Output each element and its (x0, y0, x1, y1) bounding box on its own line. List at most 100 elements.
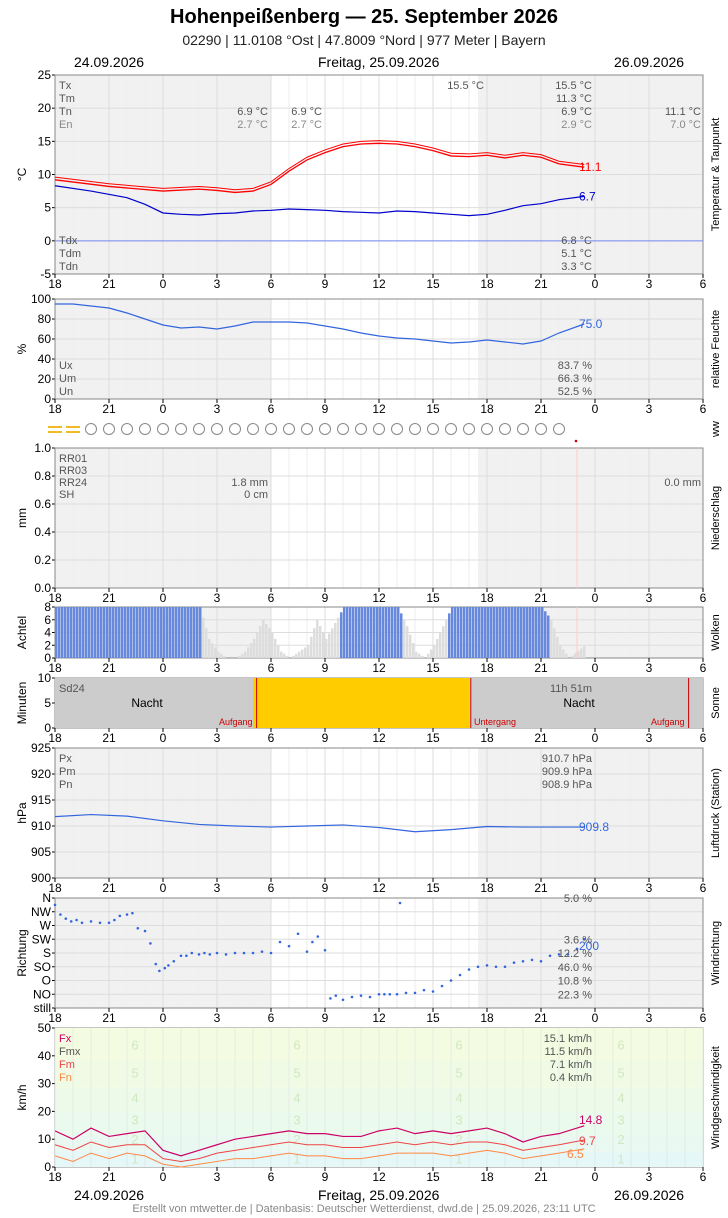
beaufort-number: 4 (617, 1091, 624, 1106)
weather-symbol-clear (121, 423, 133, 435)
cloud-bar (220, 653, 223, 658)
weather-symbol-clear (409, 423, 421, 435)
cloud-bar (118, 607, 121, 658)
panel-winddir-xtick: 3 (646, 1011, 653, 1025)
precip-stat-label: RR03 (59, 465, 87, 477)
panel-windspeed-ytick: 30 (38, 1077, 52, 1091)
wind-dir-point (334, 994, 338, 997)
wind-dir-point (530, 958, 534, 962)
wind-dir-point (323, 948, 327, 952)
panel-clouds-xtick: 6 (268, 661, 275, 675)
cloud-bar (163, 607, 166, 658)
wind-dir-point (136, 926, 140, 930)
panel-windspeed-xtick: 0 (160, 1170, 167, 1184)
night-label: Nacht (563, 696, 595, 710)
cloud-bar (307, 645, 310, 658)
cloud-bar (331, 628, 334, 658)
weather-symbol-clear (355, 423, 367, 435)
panel-precip-ytick: 0.2 (34, 553, 51, 567)
cloud-bar (412, 643, 415, 658)
panel-temperature-xtick: 9 (322, 277, 329, 291)
panel-winddir-xtick: 21 (102, 1011, 116, 1025)
weather-symbol-clear (535, 423, 547, 435)
wind-dir-point (422, 988, 426, 992)
panel-precip-ylabel: mm (15, 508, 29, 528)
press-stat-label: Pn (59, 779, 72, 791)
panel-pressure-xtick: 21 (102, 881, 116, 895)
wind-gust-line (54, 1125, 585, 1157)
cloud-bar (58, 607, 61, 658)
temp-stat-value: 6.9 °C (291, 106, 322, 118)
temp-stat-value: 2.9 °C (561, 119, 592, 131)
wind-dir-point (233, 951, 237, 955)
hum-stat-label: Un (59, 386, 73, 398)
panel-precip-xtick: 0 (160, 591, 167, 605)
panel-temperature-xtick: 0 (592, 277, 599, 291)
cloud-bar (532, 607, 535, 658)
now-marker (574, 439, 578, 443)
cloud-bar (262, 619, 265, 658)
cloud-bar (286, 655, 289, 658)
cloud-bar (85, 607, 88, 658)
wind-dir-point (149, 942, 152, 945)
panel-winddir-xtick: 15 (426, 1011, 440, 1025)
beaufort-number: 5 (293, 1065, 300, 1080)
wind-dir-point (158, 969, 161, 973)
panel-windspeed-xtick: 21 (102, 1170, 116, 1184)
cloud-bar (265, 624, 268, 658)
panel-pressure-xtick: 0 (592, 881, 599, 895)
wind-stat-label: Fmx (59, 1046, 81, 1058)
weather-symbol-clear (85, 423, 97, 435)
cloud-bar (169, 607, 172, 658)
panel-clouds-xtick: 12 (372, 661, 386, 675)
panel-humidity-xtick: 21 (102, 402, 116, 416)
panel-humidity-xtick: 3 (214, 402, 221, 416)
cloud-bar (346, 607, 349, 658)
cloud-bar (475, 607, 478, 658)
cloud-bar (337, 617, 340, 658)
cloud-bar (430, 649, 433, 658)
panel-winddir-xtick: 3 (214, 1011, 221, 1025)
panel-clouds-ytick: 0 (44, 651, 51, 665)
panel-pressure-xtick: 12 (372, 881, 386, 895)
cloud-bar (439, 632, 442, 658)
cloud-bar (115, 607, 118, 658)
cloud-bar (64, 607, 67, 658)
cloud-bar (463, 607, 466, 658)
wind-dir-point (113, 918, 116, 922)
cloud-bar (454, 607, 457, 658)
cloud-bar (313, 628, 316, 658)
temperature-line (54, 142, 585, 194)
cloud-bar (217, 651, 220, 658)
panel-pressure-xtick: 15 (426, 881, 440, 895)
cloud-bar (457, 607, 460, 658)
wind-dir-point (449, 979, 453, 982)
temp-stat-value: 11.1 °C (665, 106, 701, 118)
cloud-bar (151, 607, 154, 658)
panel-precip-xtick: 18 (480, 591, 494, 605)
cloud-bar (394, 607, 397, 658)
hum-stat-label: Um (59, 373, 76, 385)
hum-stat-value: 83.7 % (558, 360, 592, 372)
cloud-bar (190, 607, 193, 658)
cloud-bar (382, 607, 385, 658)
beaufort-number: 5 (617, 1065, 624, 1080)
panel-windspeed-side-label: Windgeschwindigkeit (710, 1046, 722, 1149)
winddir-stat-value: 22.3 % (558, 989, 592, 1001)
cloud-bar (514, 607, 517, 658)
wind-dir-point (131, 911, 134, 915)
precip-stat-label: SH (59, 489, 74, 501)
beaufort-number: 4 (455, 1091, 462, 1106)
wind-stat-value: 7.1 km/h (550, 1059, 592, 1071)
wind-dir-point (548, 954, 552, 958)
cloud-bar (421, 655, 424, 658)
cloud-bar (541, 607, 544, 658)
cloud-bar (523, 607, 526, 658)
press-stat-value: 909.9 hPa (542, 766, 593, 778)
cloud-bar (211, 643, 214, 658)
beaufort-number: 1 (455, 1152, 462, 1167)
winddir-stat-value: 12.2 % (558, 948, 592, 960)
panel-pressure-xtick: 3 (214, 881, 221, 895)
cloud-bar (397, 607, 400, 658)
panel-temperature-xtick: 3 (646, 277, 653, 291)
